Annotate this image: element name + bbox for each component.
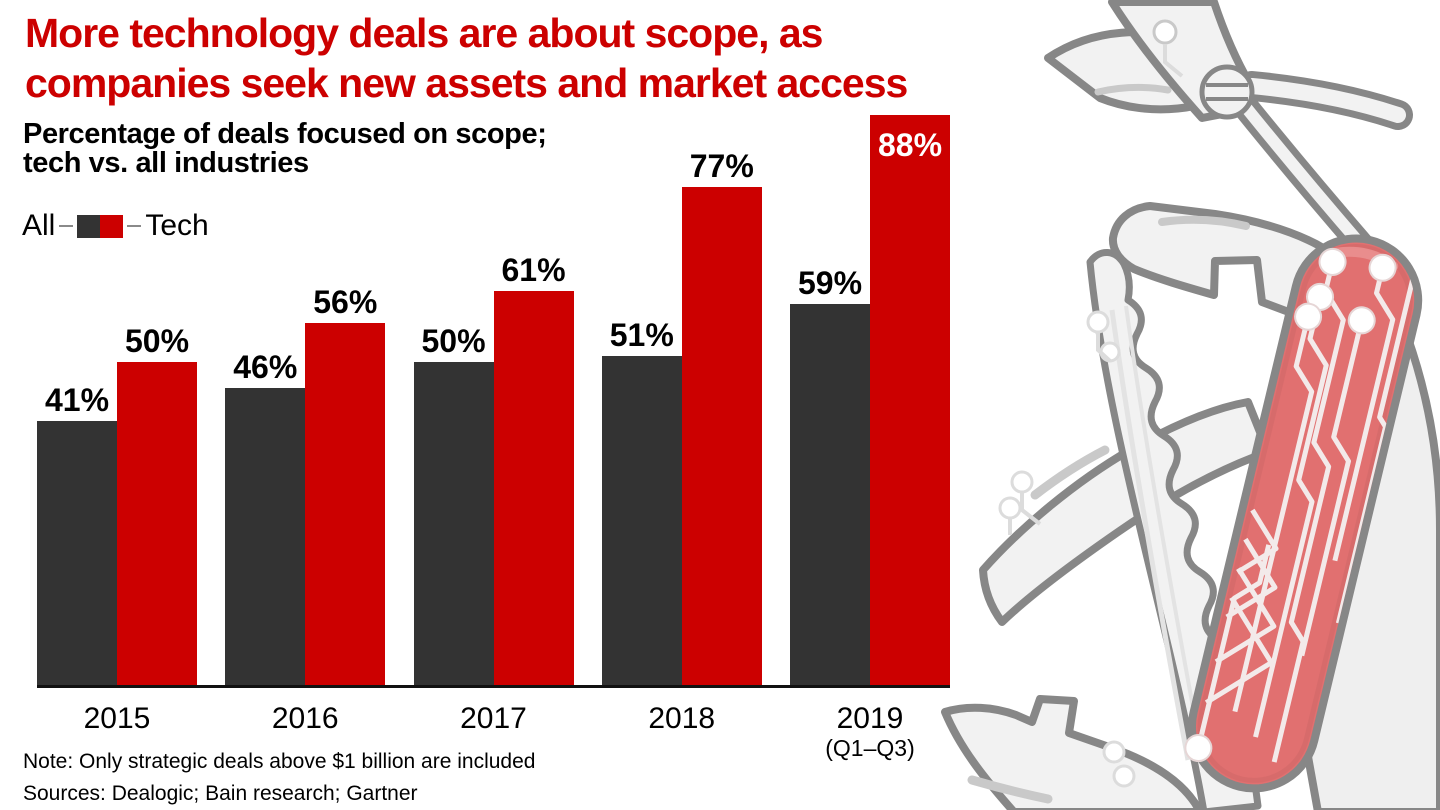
x-axis-line — [37, 685, 950, 688]
x-year-label: 2019 — [836, 702, 904, 735]
bar-group-2017: 50% 61% — [413, 251, 574, 687]
knife-body-strip — [1292, 318, 1440, 810]
bar-all-2018 — [601, 355, 682, 687]
legend-dash — [127, 225, 142, 227]
circuit-traces — [1195, 251, 1422, 763]
bar-value-label: 59% — [797, 264, 863, 301]
bar-column: 61% — [493, 251, 574, 687]
bar-group-2019: 59% 88% — [790, 115, 950, 687]
page-title: More technology deals are about scope, a… — [25, 8, 908, 108]
x-axis-labels: 2015 2016 2017 2018 2019 (Q1–Q3) — [37, 703, 950, 761]
knife-bottom-tool — [941, 695, 1204, 810]
bar-value-label: 61% — [501, 251, 566, 288]
bar-column: 50% — [413, 323, 494, 687]
legend-label-all: All — [22, 209, 56, 242]
x-label-2019: 2019 (Q1–Q3) — [790, 703, 950, 761]
x-year-label: 2017 — [460, 702, 527, 735]
knife-saw — [1086, 249, 1262, 810]
bar-value-label: 88% — [877, 127, 943, 163]
footnote-note: Note: Only strategic deals above $1 bill… — [23, 750, 536, 773]
circuit-pad — [1102, 740, 1126, 764]
knife-opener — [1108, 202, 1358, 336]
circuit-pad — [1010, 470, 1034, 494]
x-year-label: 2016 — [271, 702, 339, 735]
bar-value-label: 50% — [124, 323, 190, 359]
subtitle-line-1: Percentage of deals focused on scope; — [23, 118, 547, 150]
scissors-blade-hole — [1152, 19, 1178, 45]
scissors-arm-down — [1227, 87, 1375, 259]
x-label-2017: 2017 — [414, 703, 574, 761]
bar-tech-2017 — [493, 290, 574, 687]
legend-swatch-tech — [100, 214, 124, 238]
bar-value-label: 56% — [313, 284, 378, 320]
x-sublabel: (Q1–Q3) — [825, 735, 915, 761]
bar-column: 56% — [305, 284, 386, 687]
bar-tech-2019: 88% — [870, 115, 950, 687]
bar-tech-2016 — [305, 323, 386, 687]
bar-value-label: 41% — [44, 381, 110, 418]
bar-value-label: 51% — [609, 316, 674, 353]
circuit-pads — [1184, 247, 1397, 763]
bar-column: 51% — [601, 316, 682, 687]
x-year-label: 2015 — [83, 702, 151, 735]
circuit-pad — [1112, 764, 1136, 788]
scissors-pivot-screw — [1199, 64, 1255, 120]
knife-handle — [1184, 234, 1423, 793]
x-label-2016: 2016 — [225, 703, 385, 761]
bar-all-2015 — [37, 420, 117, 687]
bar-group-2016: 46% 56% — [225, 284, 386, 687]
scissors-handle-right — [1237, 71, 1413, 130]
bar-value-label: 46% — [233, 349, 298, 385]
legend-swatch-all — [77, 214, 101, 238]
x-label-2015: 2015 — [37, 703, 197, 761]
bar-all-2019 — [790, 303, 870, 687]
footnote-sources: Sources: Dealogic; Bain research; Gartne… — [23, 782, 418, 805]
bar-value-label: 77% — [689, 147, 754, 184]
legend: All Tech — [22, 209, 209, 242]
bar-group-2018: 51% 77% — [601, 147, 762, 687]
x-year-label: 2018 — [648, 702, 716, 735]
title-line-1: More technology deals are about scope, a… — [25, 10, 823, 56]
bar-column: 46% — [225, 349, 306, 687]
bar-all-2016 — [225, 388, 306, 687]
legend-dash — [59, 225, 74, 227]
bar-tech-2015 — [117, 362, 197, 687]
bar-column: 77% — [681, 147, 762, 687]
circuit-pad — [1099, 341, 1121, 363]
bar-value-label: 50% — [421, 323, 486, 359]
bar-groups: 41% 50% 46% 56% 50% 61% 51% 77% 59% 88% — [37, 0, 950, 687]
circuit-pad — [998, 496, 1022, 520]
bar-column: 41% — [37, 381, 117, 687]
bar-group-2015: 41% 50% — [37, 323, 197, 687]
subtitle-line-2: tech vs. all industries — [23, 147, 309, 179]
circuit-pad — [1086, 310, 1110, 334]
chart-subtitle: Percentage of deals focused on scope; te… — [23, 118, 547, 179]
legend-label-tech: Tech — [145, 209, 209, 242]
x-label-2018: 2018 — [602, 703, 762, 761]
bar-column: 50% — [117, 323, 197, 687]
title-line-2: companies seek new assets and market acc… — [25, 60, 908, 106]
knife-blade — [979, 398, 1272, 626]
scissors-upper-blade — [1108, 0, 1258, 122]
bar-column: 88% — [870, 115, 950, 687]
knife-scissors — [1044, 0, 1413, 259]
bar-column: 59% — [790, 264, 870, 687]
bar-tech-2018 — [681, 186, 762, 687]
bar-all-2017 — [413, 362, 494, 687]
scissors-lower-blade — [1044, 28, 1246, 114]
